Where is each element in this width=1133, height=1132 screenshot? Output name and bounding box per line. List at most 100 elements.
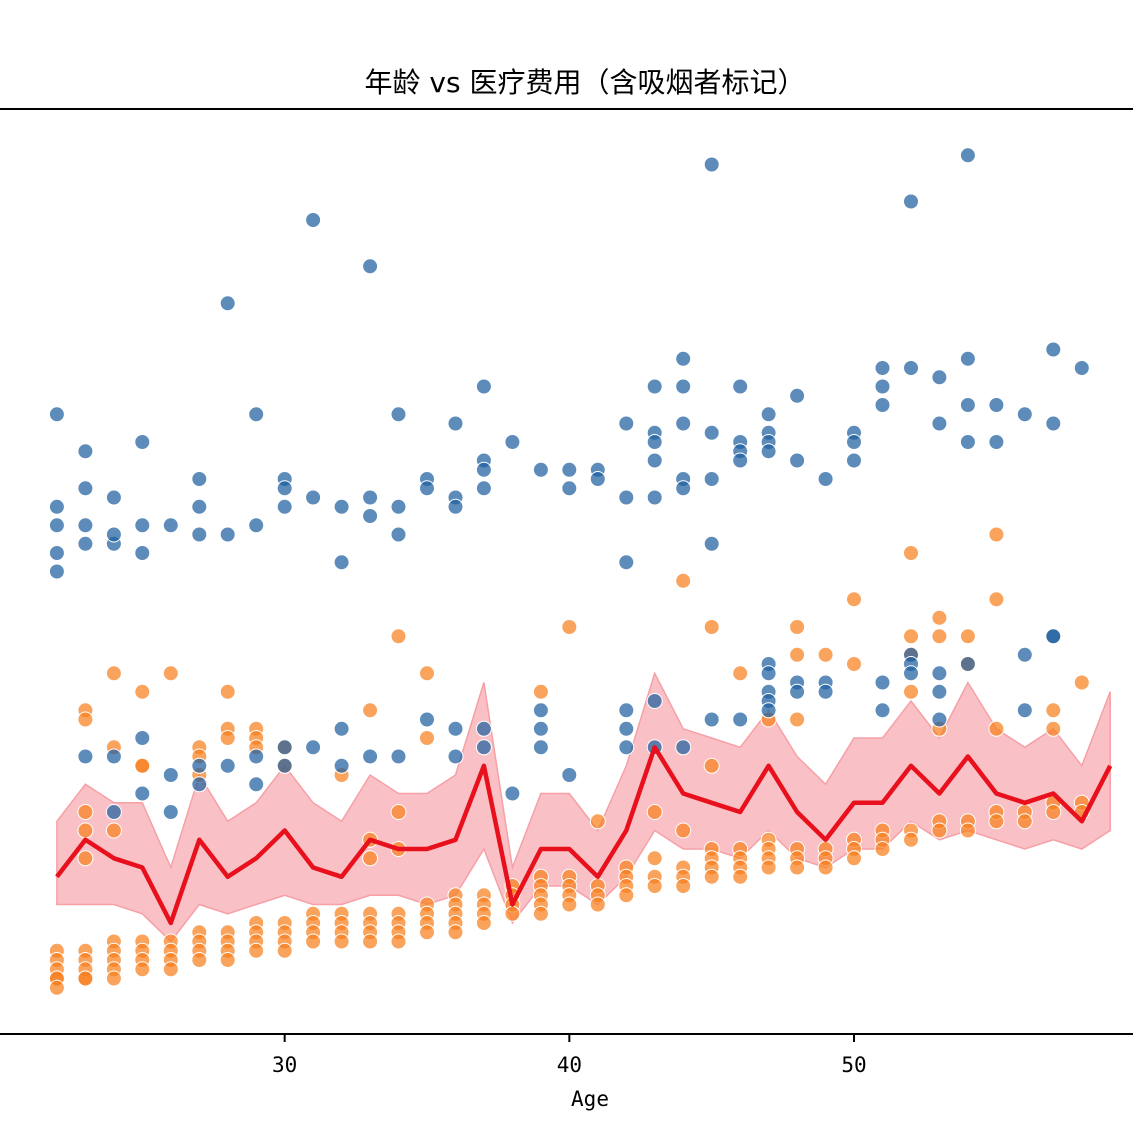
smoker-point: [162, 767, 179, 783]
smoker-point: [959, 656, 976, 672]
smoker-point: [646, 378, 663, 395]
non-smoker-point: [134, 757, 151, 774]
x-tick-label: 40: [557, 1053, 582, 1077]
smoker-point: [219, 295, 236, 312]
non-smoker-point: [675, 572, 692, 589]
non-smoker-point: [362, 850, 379, 867]
smoker-point: [646, 434, 663, 450]
non-smoker-point: [874, 841, 891, 857]
smoker-point: [646, 693, 663, 709]
smoker-point: [162, 804, 179, 820]
non-smoker-point: [846, 850, 862, 867]
non-smoker-point: [931, 628, 948, 645]
smoker-point: [305, 739, 322, 756]
non-smoker-point: [362, 702, 379, 719]
smoker-point: [390, 498, 407, 515]
smoker-point: [874, 702, 891, 719]
smoker-point: [846, 452, 862, 469]
smoker-point: [874, 378, 891, 395]
non-smoker-point: [134, 683, 151, 700]
non-smoker-point: [646, 878, 663, 894]
smoker-point: [362, 748, 379, 765]
non-smoker-point: [903, 683, 919, 700]
smoker-point: [48, 406, 65, 423]
smoker-point: [48, 563, 65, 580]
x-tick-label: 50: [841, 1053, 866, 1077]
smoker-point: [1045, 628, 1062, 645]
smoker-point: [105, 804, 122, 820]
smoker-point: [475, 739, 492, 756]
smoker-point: [1016, 702, 1033, 719]
smoker-point: [447, 748, 464, 765]
non-smoker-point: [532, 683, 549, 700]
smoker-point: [191, 526, 208, 543]
non-smoker-point: [105, 822, 122, 839]
smoker-point: [1045, 415, 1062, 432]
smoker-point: [248, 406, 265, 423]
smoker-point: [48, 545, 65, 561]
smoker-point: [419, 711, 435, 728]
smoker-point: [959, 350, 976, 367]
smoker-point: [703, 535, 720, 552]
scatter-points-layer: [48, 147, 1090, 996]
smoker-point: [1073, 360, 1090, 376]
smoker-point: [162, 517, 179, 534]
non-smoker-point: [48, 979, 65, 996]
smoker-point: [105, 526, 122, 543]
smoker-point: [703, 156, 720, 173]
non-smoker-point: [589, 896, 606, 913]
non-smoker-point: [77, 822, 94, 839]
non-smoker-point: [105, 665, 122, 682]
smoker-point: [618, 720, 635, 737]
smoker-point: [874, 674, 891, 691]
non-smoker-point: [988, 591, 1005, 608]
smoker-point: [959, 434, 976, 450]
smoker-point: [191, 757, 208, 774]
smoker-point: [561, 461, 578, 478]
non-smoker-point: [1016, 813, 1033, 830]
smoker-point: [390, 526, 407, 543]
non-smoker-point: [191, 952, 208, 968]
non-smoker-point: [675, 878, 692, 894]
non-smoker-point: [646, 850, 663, 867]
smoker-point: [390, 748, 407, 765]
smoker-point: [134, 785, 151, 802]
non-smoker-point: [732, 868, 749, 885]
non-smoker-point: [931, 609, 948, 626]
smoker-point: [760, 406, 777, 423]
smoker-point: [561, 480, 578, 497]
non-smoker-point: [817, 859, 834, 876]
non-smoker-point: [162, 665, 179, 682]
non-smoker-point: [105, 970, 122, 987]
non-smoker-point: [390, 628, 407, 645]
smoker-point: [732, 452, 749, 469]
smoker-point: [789, 452, 806, 469]
smoker-point: [931, 665, 948, 682]
non-smoker-point: [732, 665, 749, 682]
smoker-point: [874, 360, 891, 376]
smoker-point: [703, 711, 720, 728]
non-smoker-point: [419, 924, 435, 941]
smoker-point: [276, 498, 293, 515]
non-smoker-point: [333, 933, 350, 950]
non-smoker-point: [903, 545, 919, 561]
smoker-point: [561, 767, 578, 783]
non-smoker-point: [475, 915, 492, 931]
smoker-point: [419, 480, 435, 497]
smoker-point: [817, 683, 834, 700]
non-smoker-point: [504, 905, 521, 922]
smoker-point: [874, 397, 891, 413]
smoker-point: [618, 415, 635, 432]
smoker-point: [732, 711, 749, 728]
smoker-point: [931, 683, 948, 700]
non-smoker-point: [959, 628, 976, 645]
non-smoker-point: [646, 804, 663, 820]
smoker-point: [789, 683, 806, 700]
smoker-point: [532, 739, 549, 756]
non-smoker-point: [703, 757, 720, 774]
smoker-point: [646, 452, 663, 469]
smoker-point: [931, 711, 948, 728]
smoker-point: [675, 350, 692, 367]
x-axis-label: Age: [571, 1087, 609, 1111]
